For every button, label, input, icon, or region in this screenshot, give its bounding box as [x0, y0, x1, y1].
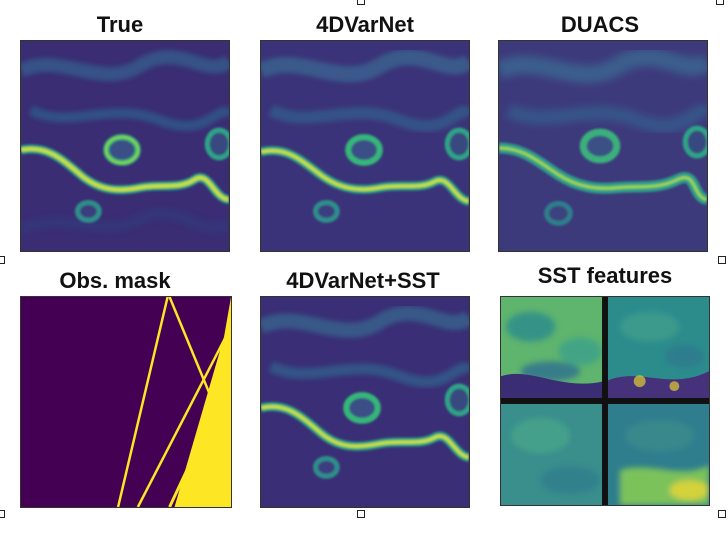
panel-title-obs-mask: Obs. mask [59, 268, 171, 293]
panel-title-sst-features: SST features [537, 263, 673, 288]
image-sst-features [500, 296, 710, 506]
resize-handle-middle-right[interactable] [718, 256, 726, 264]
resize-handle-middle-left[interactable] [0, 256, 5, 264]
panel-title-4dvarnet-sst: 4DVarNet+SST [286, 268, 440, 293]
image-true [20, 40, 230, 252]
image-duacs [498, 40, 708, 252]
image-obs-mask [20, 296, 232, 508]
panel-title-duacs: DUACS [560, 12, 640, 37]
resize-handle-top-right[interactable] [716, 0, 724, 5]
resize-handle-top-middle[interactable] [357, 0, 365, 5]
image-4dvarnet [260, 40, 470, 252]
panel-title-true: True [96, 12, 144, 37]
resize-handle-bottom-right[interactable] [718, 510, 726, 518]
image-4dvarnet-sst [260, 296, 470, 508]
resize-handle-bottom-left[interactable] [0, 510, 5, 518]
panel-title-4dvarnet: 4DVarNet [316, 12, 414, 37]
resize-handle-bottom-middle[interactable] [357, 510, 365, 518]
